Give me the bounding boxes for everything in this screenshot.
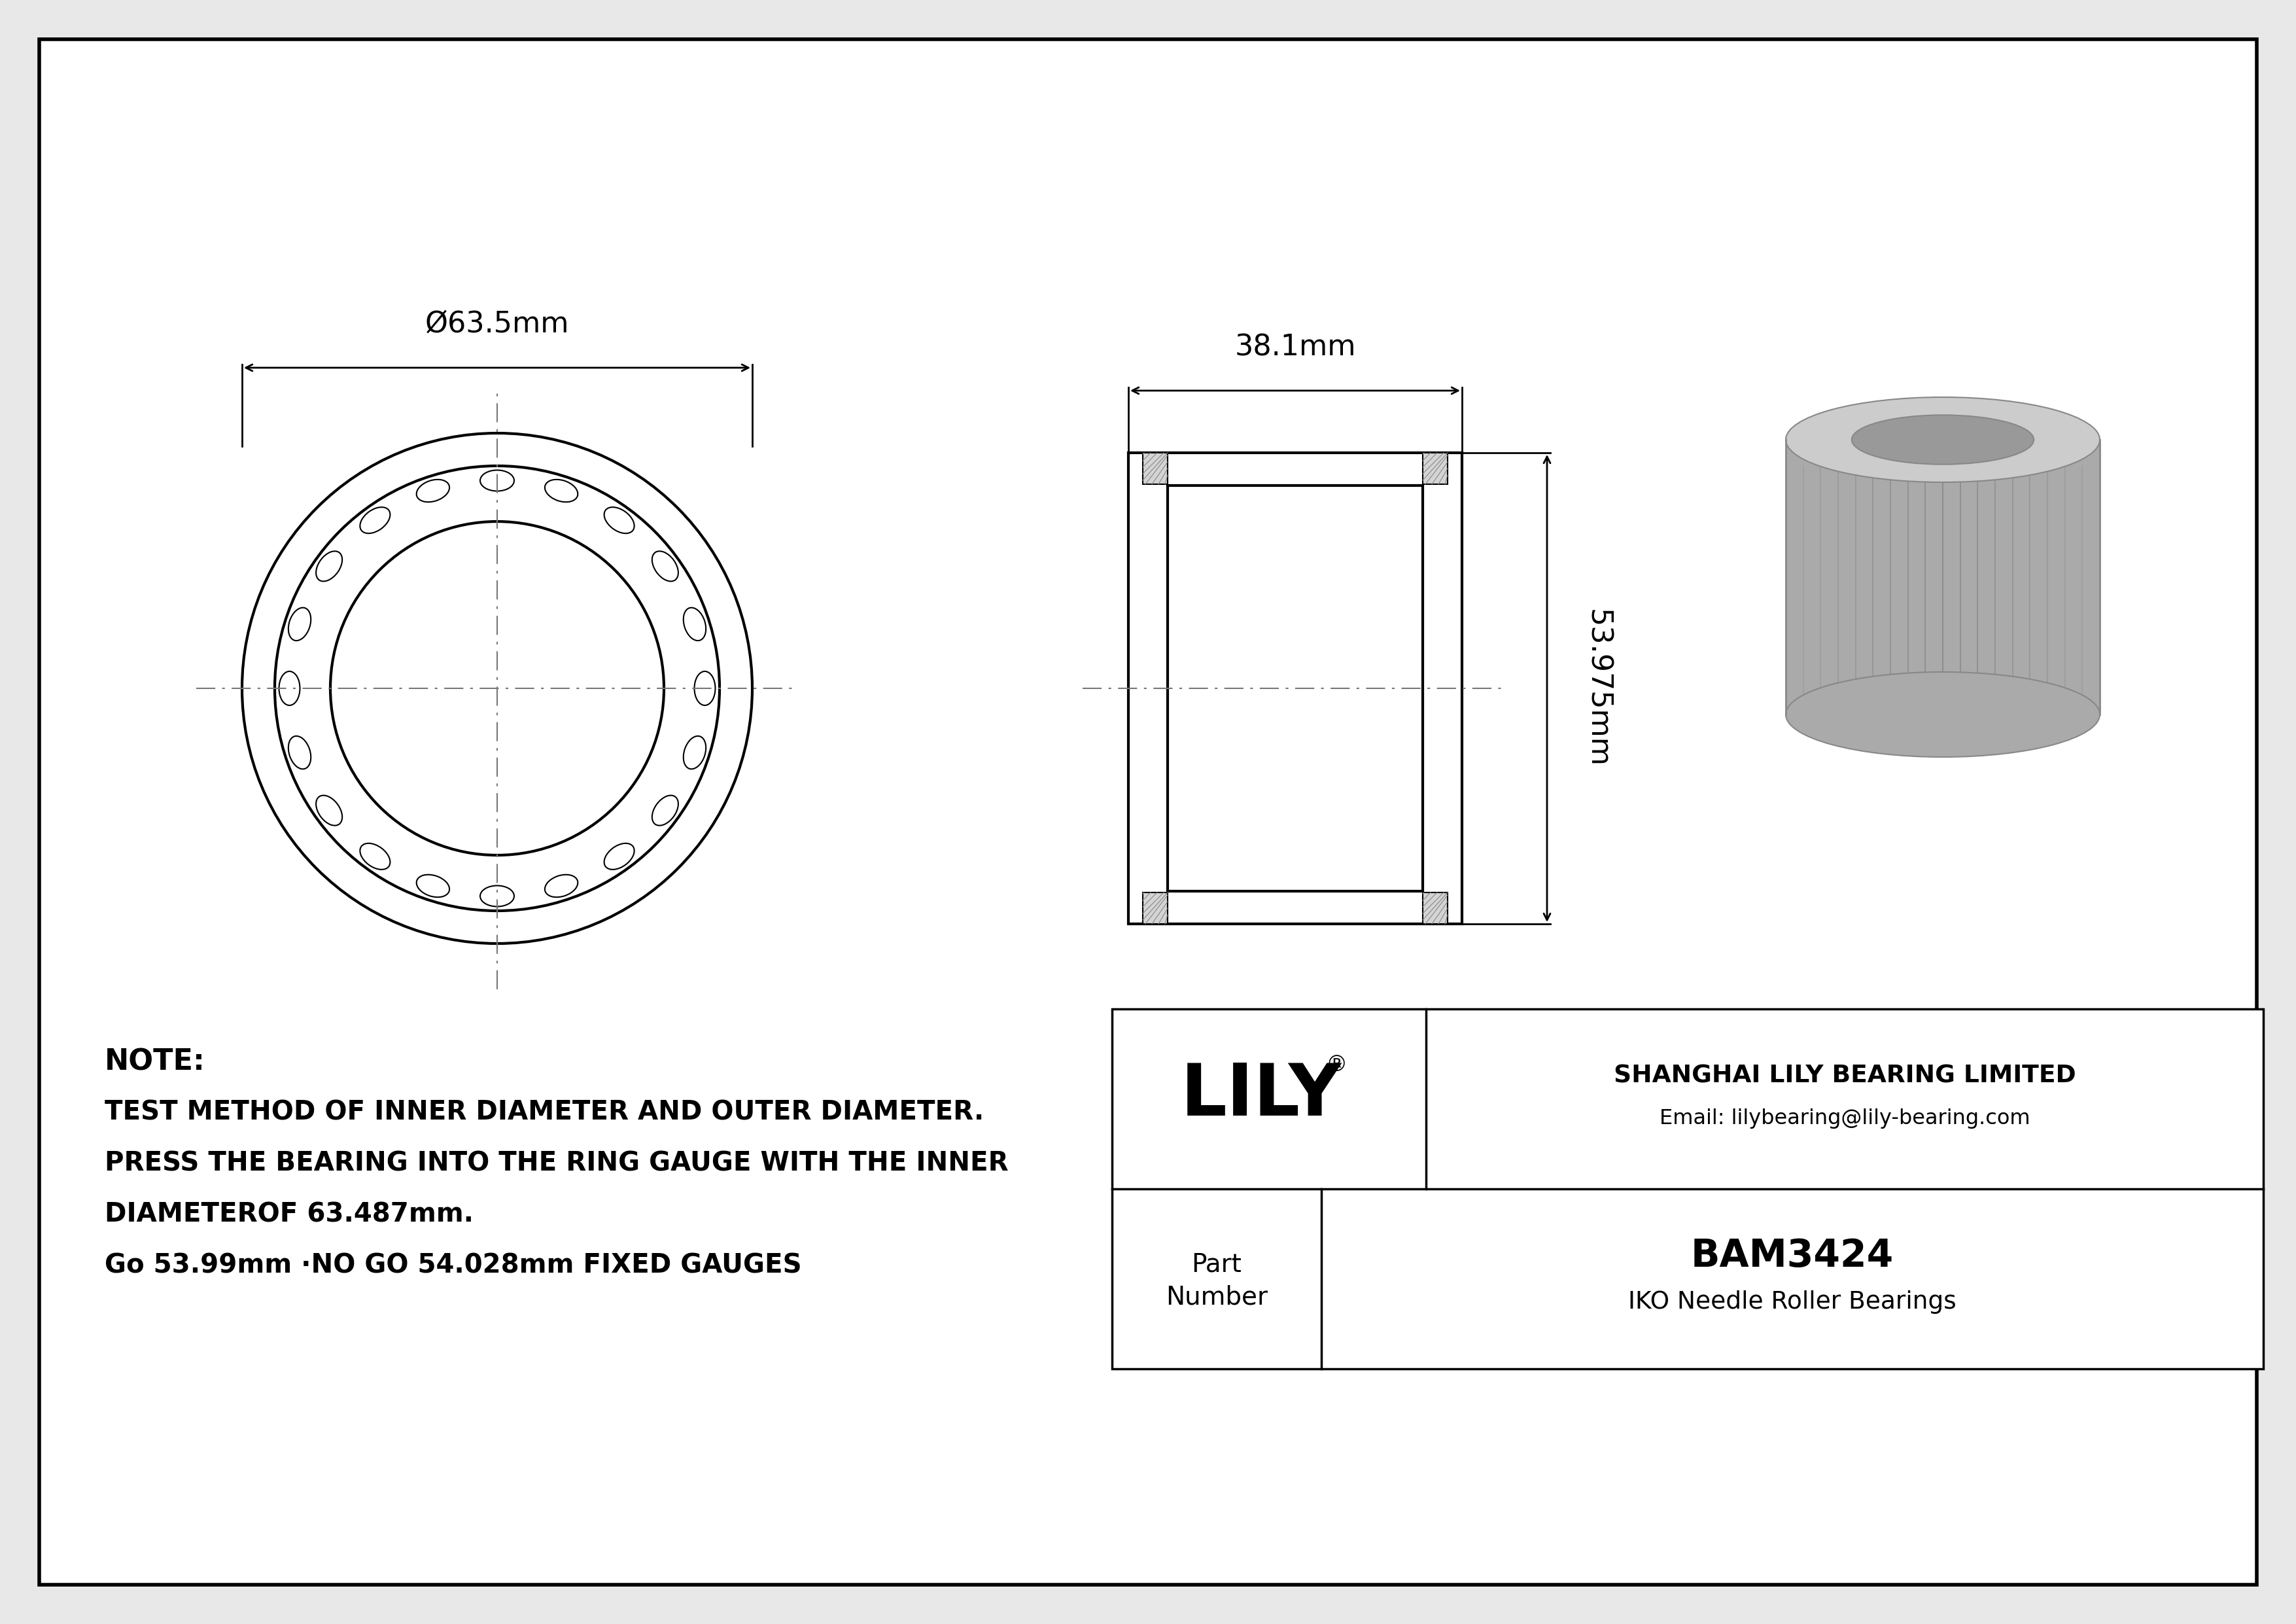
- Ellipse shape: [1786, 398, 2101, 482]
- Text: IKO Needle Roller Bearings: IKO Needle Roller Bearings: [1628, 1289, 1956, 1314]
- Ellipse shape: [652, 796, 677, 825]
- Text: Ø63.5mm: Ø63.5mm: [425, 310, 569, 338]
- Bar: [1424, 893, 1446, 924]
- Ellipse shape: [317, 551, 342, 581]
- Bar: [1111, 1009, 2264, 1369]
- Ellipse shape: [652, 551, 677, 581]
- Ellipse shape: [604, 843, 634, 869]
- Ellipse shape: [684, 736, 705, 770]
- Circle shape: [331, 521, 664, 856]
- Text: BAM3424: BAM3424: [1690, 1237, 1894, 1275]
- Text: NOTE:: NOTE:: [106, 1047, 204, 1077]
- Bar: [1786, 440, 2101, 715]
- Text: PRESS THE BEARING INTO THE RING GAUGE WITH THE INNER: PRESS THE BEARING INTO THE RING GAUGE WI…: [106, 1150, 1008, 1176]
- Ellipse shape: [480, 885, 514, 906]
- Text: LILY: LILY: [1180, 1060, 1341, 1130]
- Bar: [1424, 453, 1446, 484]
- Ellipse shape: [604, 507, 634, 533]
- Ellipse shape: [693, 671, 716, 705]
- Ellipse shape: [360, 843, 390, 869]
- Ellipse shape: [1851, 416, 2034, 464]
- Text: SHANGHAI LILY BEARING LIMITED: SHANGHAI LILY BEARING LIMITED: [1614, 1064, 2076, 1088]
- Ellipse shape: [317, 796, 342, 825]
- Text: DIAMETEROF 63.487mm.: DIAMETEROF 63.487mm.: [106, 1202, 473, 1228]
- Circle shape: [276, 466, 719, 911]
- Ellipse shape: [416, 479, 450, 502]
- Bar: [1143, 893, 1169, 924]
- Bar: [1143, 453, 1169, 484]
- Text: TEST METHOD OF INNER DIAMETER AND OUTER DIAMETER.: TEST METHOD OF INNER DIAMETER AND OUTER …: [106, 1099, 985, 1125]
- Ellipse shape: [544, 479, 579, 502]
- Text: Part: Part: [1192, 1252, 1242, 1276]
- Ellipse shape: [416, 875, 450, 896]
- Ellipse shape: [360, 507, 390, 533]
- Ellipse shape: [1786, 672, 2101, 757]
- Text: Email: lilybearing@lily-bearing.com: Email: lilybearing@lily-bearing.com: [1660, 1109, 2030, 1129]
- Text: Go 53.99mm ·NO GO 54.028mm FIXED GAUGES: Go 53.99mm ·NO GO 54.028mm FIXED GAUGES: [106, 1252, 801, 1278]
- Ellipse shape: [684, 607, 705, 640]
- Ellipse shape: [280, 671, 301, 705]
- Bar: [1169, 486, 1424, 892]
- Text: Number: Number: [1166, 1285, 1267, 1309]
- Text: ®: ®: [1325, 1054, 1348, 1075]
- Circle shape: [241, 434, 753, 944]
- Ellipse shape: [289, 607, 310, 640]
- Ellipse shape: [289, 736, 310, 770]
- Ellipse shape: [544, 875, 579, 896]
- Ellipse shape: [480, 469, 514, 490]
- Text: 38.1mm: 38.1mm: [1235, 333, 1357, 361]
- Text: 53.975mm: 53.975mm: [1582, 609, 1612, 768]
- Bar: [1127, 453, 1463, 924]
